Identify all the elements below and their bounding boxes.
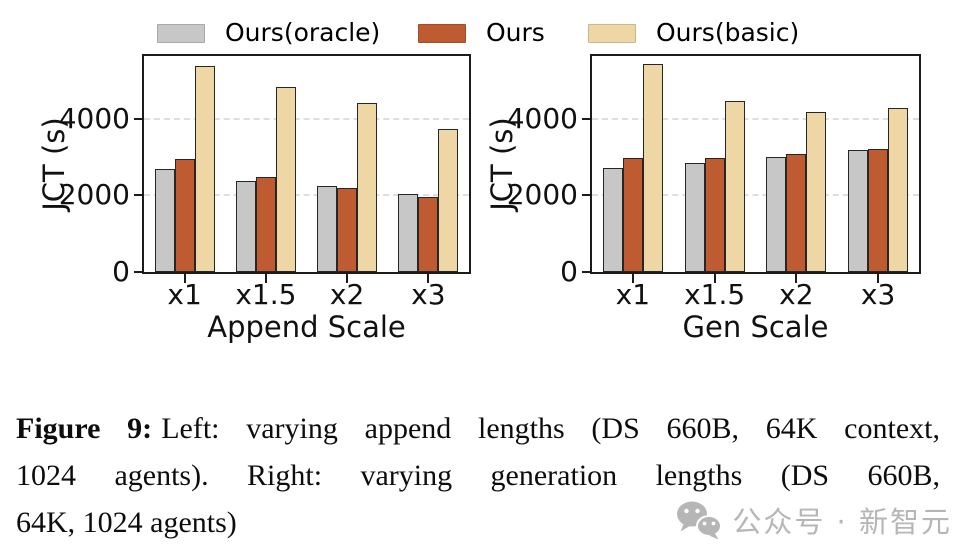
y-axis-label: JCT (s) [485,117,519,211]
bar [438,129,459,272]
y-tick-label: 0 [112,255,130,288]
legend-label-ours-oracle: Ours(oracle) [225,18,381,47]
bar [848,150,869,272]
y-tick-label: 4000 [58,101,130,135]
bar [418,197,439,272]
x-axis-label: Gen Scale [682,310,829,344]
bar [786,154,807,272]
y-tick-mark [582,271,591,273]
x-tick-mark [795,273,798,283]
legend-item-ours-basic: Ours(basic) [588,18,800,47]
y-tick-label: 2000 [506,178,578,212]
x-tick-mark [631,273,634,283]
x-tick-label: x3 [411,278,446,311]
bar [275,87,296,272]
y-axis-label: JCT (s) [37,117,71,211]
bar [724,101,745,272]
watermark-text: 公众号 · 新智元 [732,505,952,539]
legend-label-ours-basic: Ours(basic) [656,18,800,47]
bar [357,103,378,272]
bar [642,64,663,272]
legend-item-ours-oracle: Ours(oracle) [157,18,381,47]
watermark: 公众号 · 新智元 [676,499,952,541]
x-tick-label: x1.5 [235,278,297,311]
y-tick-label: 0 [560,255,578,288]
bar [174,159,195,272]
chart-legend: Ours(oracle) Ours Ours(basic) [0,18,956,47]
legend-label-ours: Ours [486,18,545,47]
bar [154,169,175,272]
bar [806,112,827,272]
y-tick-mark [582,194,591,197]
bar [398,194,419,272]
bar [235,181,256,272]
legend-swatch-ours-basic [588,23,636,43]
x-tick-label: x1 [167,278,202,311]
bar [317,186,338,272]
y-tick-label: 2000 [58,178,130,212]
grid-line [144,117,469,120]
x-tick-mark [264,273,267,283]
bar [704,158,725,272]
x-tick-label: x3 [860,278,896,311]
x-tick-label: x2 [329,278,365,311]
bar [888,108,909,272]
x-tick-label: x1 [615,278,651,311]
y-tick-mark [582,117,591,120]
bar [868,149,889,272]
x-tick-mark [183,273,186,283]
wechat-icon [676,500,723,540]
caption-line-1: Figure 9: Left: varying append lengths (D… [16,405,940,452]
grid-line [144,194,469,197]
y-tick-mark [134,271,143,273]
x-axis-label: Append Scale [207,310,406,344]
x-tick-mark [877,273,880,283]
y-tick-label: 4000 [506,101,578,135]
caption-label: Figure 9: [16,412,153,445]
bar [602,168,623,272]
legend-item-ours: Ours [418,18,545,47]
x-tick-mark [346,273,349,283]
caption-line-2: 1024 agents). Right: varying generation … [16,459,940,492]
x-tick-label: x2 [779,278,814,311]
x-tick-mark [713,273,716,283]
bar [622,158,643,272]
caption-line-3: 64K, 1024 agents) [16,506,237,539]
bar [684,163,705,272]
bar [766,157,787,272]
x-tick-mark [427,273,430,283]
legend-swatch-ours-oracle [157,23,205,43]
bar [337,188,358,272]
legend-swatch-ours [418,23,466,43]
bar [255,177,276,272]
y-tick-mark [134,194,143,197]
x-tick-label: x1.5 [684,278,746,311]
grid-line [592,194,919,197]
append-scale-chart: 0 2000 4000 x1 x1.5 x2 x3 JCT (s) Append Scale [37,54,471,342]
grid-line [592,117,919,120]
gen-scale-chart: 0 2000 4000 x1 x1.5 x2 x3 JCT (s) Gen Scale [485,54,921,342]
figure-caption: Figure 9: Left: varying append lengths (D… [16,405,940,546]
y-tick-mark [134,117,143,120]
bar [194,66,215,272]
caption-line-1-text: Left: varying append lengths (DS 660B, 6… [161,412,940,445]
